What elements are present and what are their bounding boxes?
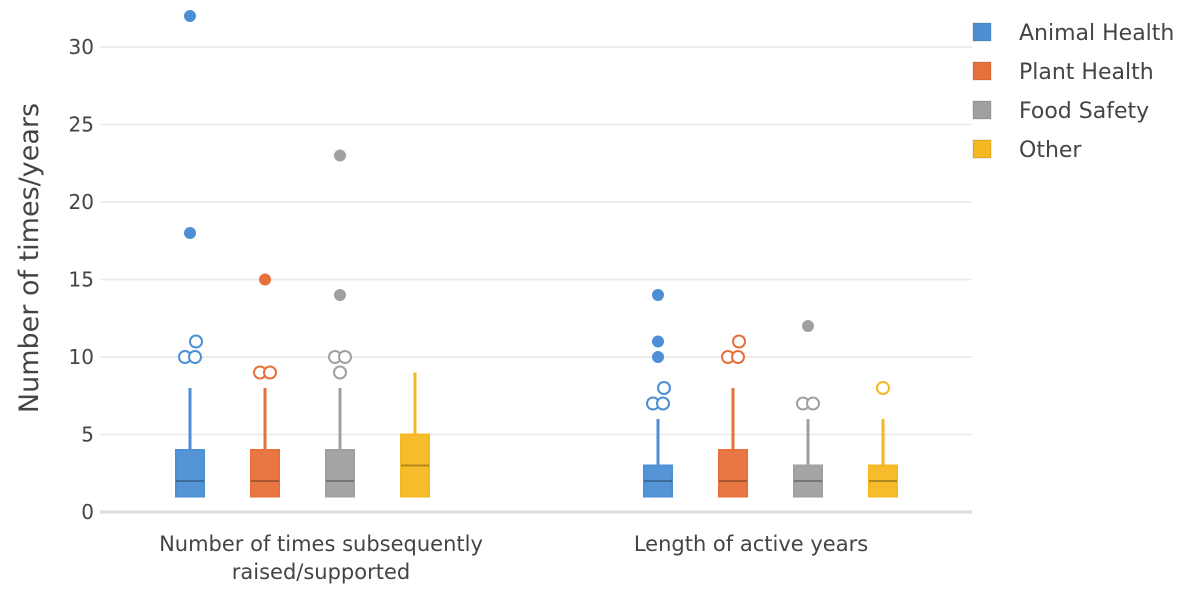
outlier-point <box>731 350 745 364</box>
gridlines <box>100 46 972 514</box>
box <box>793 464 823 498</box>
outlier-point <box>184 10 196 22</box>
y-tick-label: 10 <box>69 345 94 369</box>
outlier-point <box>802 320 814 332</box>
y-tick-label: 0 <box>81 500 94 524</box>
x-category-label: Length of active years <box>634 532 868 556</box>
outlier-point <box>263 365 277 380</box>
box <box>868 464 898 498</box>
legend-label: Food Safety <box>1019 99 1149 124</box>
legend-swatch <box>972 139 992 159</box>
x-category-label: raised/supported <box>232 560 410 584</box>
box <box>400 433 430 498</box>
box <box>643 464 673 498</box>
legend: Animal Health Plant Health Food Safety Othe… <box>972 21 1174 163</box>
y-tick-label: 5 <box>81 423 94 447</box>
box-series <box>175 10 898 498</box>
box <box>718 449 748 498</box>
outlier-point <box>652 351 664 363</box>
x-category-label: Number of times subsequently <box>159 532 483 556</box>
outlier-point <box>334 149 346 162</box>
outlier-point <box>338 350 352 364</box>
legend-swatch <box>972 22 992 42</box>
outlier-point <box>184 227 196 239</box>
legend-swatch <box>972 61 992 81</box>
outlier-point <box>333 365 347 380</box>
y-tick-label: 25 <box>69 113 94 137</box>
outlier-point <box>188 350 202 364</box>
y-tick-label: 15 <box>69 268 94 292</box>
outlier-point <box>259 273 271 286</box>
y-tick-label: 30 <box>69 35 94 59</box>
box <box>250 449 280 498</box>
y-axis: 0 5 10 15 20 25 30 <box>69 35 94 524</box>
outlier-point <box>876 381 890 395</box>
outlier-point <box>806 396 820 411</box>
outlier-point <box>656 396 670 411</box>
outlier-point <box>652 289 664 301</box>
outlier-point <box>652 335 664 348</box>
box <box>325 449 355 498</box>
legend-swatch <box>972 100 992 120</box>
outlier-point <box>732 334 746 349</box>
legend-label: Other <box>1019 138 1082 163</box>
legend-label: Plant Health <box>1019 60 1154 85</box>
box <box>175 449 205 498</box>
y-tick-label: 20 <box>69 190 94 214</box>
y-axis-title: Number of times/years <box>14 103 45 413</box>
outlier-point <box>334 289 346 301</box>
outlier-point <box>657 381 671 395</box>
legend-label: Animal Health <box>1019 21 1174 46</box>
x-axis: Number of times subsequently raised/suppo… <box>159 532 868 584</box>
outlier-point <box>189 334 203 349</box>
